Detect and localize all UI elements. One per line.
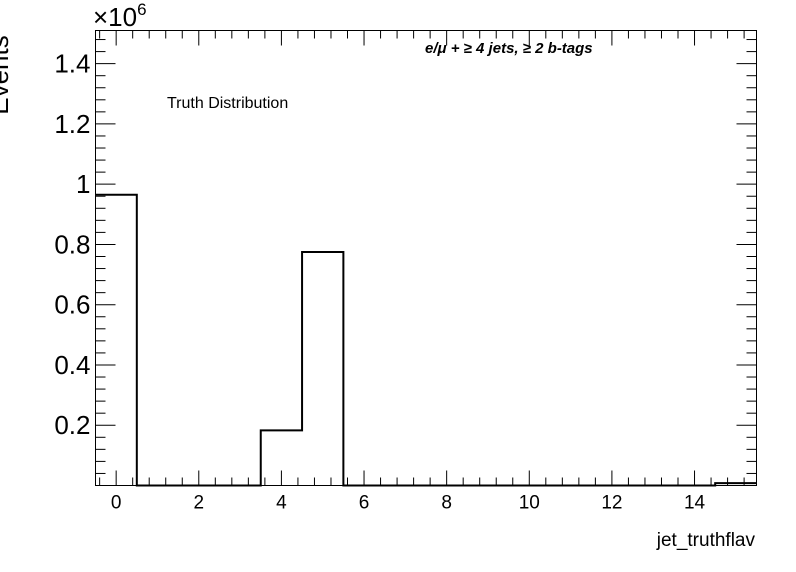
histogram-bin — [96, 195, 137, 486]
x-tick-label: 14 — [684, 493, 706, 514]
legend-label: Truth Distribution — [167, 95, 288, 112]
x-axis-label: jet_truthflav — [656, 530, 756, 551]
y-tick-label: 0.6 — [54, 290, 90, 320]
x-tick-label: 10 — [519, 493, 540, 514]
x-tick-label: 6 — [359, 493, 370, 514]
selection-annotation: e/μ + ≥ 4 jets, ≥ 2 b-tags — [425, 40, 593, 57]
x-tick-label: 12 — [601, 493, 622, 514]
x-tick-label: 4 — [276, 493, 287, 514]
y-tick-label: 0.4 — [54, 350, 90, 380]
y-axis-ticks: 0.2 0.4 0.6 0.8 1 1.2 1.4 — [54, 39, 757, 474]
histogram-bin — [302, 252, 343, 486]
y-tick-label: 0.2 — [54, 410, 90, 440]
y-multiplier-exponent: 6 — [137, 0, 146, 19]
y-tick-label: 1 — [76, 169, 90, 199]
y-tick-label: 1.2 — [54, 109, 90, 139]
x-axis-ticks: 0 2 4 6 8 10 12 14 — [99, 30, 745, 514]
y-tick-label: 0.8 — [54, 229, 90, 259]
y-multiplier: ×106 — [93, 0, 147, 32]
y-tick-label: 1.4 — [54, 49, 90, 79]
histogram-bins — [96, 195, 757, 486]
histogram-outline — [95, 193, 757, 487]
x-tick-label: 0 — [111, 493, 122, 514]
x-tick-label: 8 — [441, 493, 452, 514]
x-tick-label: 2 — [193, 493, 204, 514]
y-axis-label: Events — [0, 35, 14, 115]
